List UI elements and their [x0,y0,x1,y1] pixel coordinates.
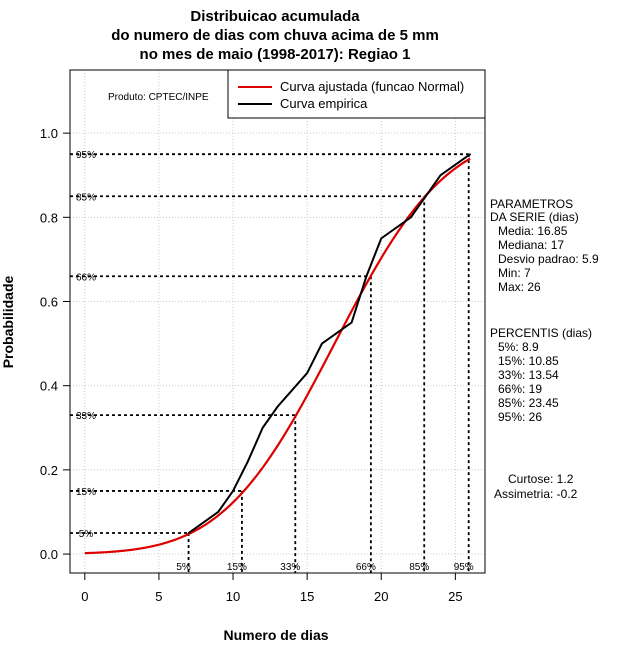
y-axis-label: Probabilidade [0,276,16,369]
empirical-point [247,460,249,463]
shape-stats-panel: Curtose: 1.2 Assimetria: -0.2 [494,472,578,501]
percentile-x-label: 15% [227,562,247,573]
plot-frame [69,69,486,574]
empirical-point [410,216,412,219]
empirical-point [187,532,190,534]
empirical-point [232,490,234,492]
legend-label-empirical: Curva empirica [280,96,368,111]
x-tick-label: 5 [155,589,162,604]
empirical-point [424,195,427,198]
parameters-panel: PARAMETROS DA SERIE (dias) Media: 16.85 … [490,197,599,294]
y-tick-label: 0.4 [40,379,58,394]
parameter-line: Media: 16.85 [498,224,568,238]
source-note: Produto: CPTEC/INPE [108,92,209,103]
y-tick-label: 0.2 [40,463,58,478]
y-tick-label: 0.6 [40,295,58,310]
gridlines [70,70,485,573]
percentile-line: 66%: 19 [498,382,542,396]
percentile-y-label: 66% [76,272,96,283]
percentile-y-label: 33% [76,411,96,422]
parameter-line: Max: 26 [498,280,541,294]
y-tick-label: 0.8 [40,210,58,225]
legend: Curva ajustada (funcao Normal) Curva emp… [227,69,486,119]
y-tick-label: 1.0 [40,126,58,141]
parameter-line: Mediana: 17 [498,238,564,252]
empirical-point [321,342,323,345]
percentile-line: 95%: 26 [498,410,542,424]
percentile-x-label: 95% [454,562,474,573]
percentiles-heading: PERCENTIS (dias) [490,326,592,340]
empirical-point [350,321,353,324]
empirical-curve [187,153,471,534]
x-tick-label: 25 [448,589,462,604]
x-tick-label: 0 [81,589,88,604]
percentile-y-label: 5% [79,529,94,540]
percentile-line: 33%: 13.54 [498,368,559,382]
skewness-text: Assimetria: -0.2 [494,487,578,501]
percentile-x-label: 85% [409,562,429,573]
x-tick-label: 15 [300,589,314,604]
empirical-point [217,511,220,513]
parameters-heading-2: DA SERIE (dias) [490,210,579,224]
x-tick-label: 20 [374,589,388,604]
percentile-y-label: 95% [76,150,96,161]
percentile-line: 85%: 23.45 [498,396,559,410]
empirical-point [276,405,279,408]
y-tick-label: 0.0 [40,547,58,562]
empirical-point [469,153,471,155]
parameters-heading-1: PARAMETROS [490,197,573,211]
empirical-point [261,426,264,429]
x-axis: 0 5 10 15 20 25 [81,573,463,604]
percentile-x-label: 66% [356,562,376,573]
percentiles-panel: PERCENTIS (dias) 5%: 8.9 15%: 10.85 33%:… [490,326,592,424]
chart-title-line-1: Distribuicao acumulada [190,8,360,25]
x-tick-label: 10 [226,589,240,604]
parameter-line: Min: 7 [498,266,531,280]
percentile-markers: 5% 5% 15% 15% 33% 33% 66% 66% 85% 85% 95% 95% [70,150,474,573]
kurtosis-text: Curtose: 1.2 [508,472,574,486]
empirical-point [306,372,308,374]
percentile-line: 5%: 8.9 [498,340,539,354]
chart-title-line-3: no mes de maio (1998-2017): Regiao 1 [140,46,411,63]
empirical-point [365,275,368,278]
empirical-point [380,237,383,240]
parameter-line: Desvio padrao: 5.9 [498,252,599,266]
percentile-y-label: 15% [76,487,96,498]
legend-label-fitted: Curva ajustada (funcao Normal) [280,79,464,94]
series-lines [84,153,471,555]
legend-box [227,69,486,119]
x-axis-label: Numero de dias [223,627,328,643]
percentile-x-label: 5% [176,562,191,573]
y-axis: 0.0 0.2 0.4 0.6 0.8 1.0 [40,126,70,562]
chart-title-line-2: do numero de dias com chuva acima de 5 m… [111,27,439,44]
empirical-point [439,174,442,177]
percentile-x-label: 33% [280,562,300,573]
percentile-y-label: 85% [76,192,96,203]
percentile-line: 15%: 10.85 [498,354,559,368]
